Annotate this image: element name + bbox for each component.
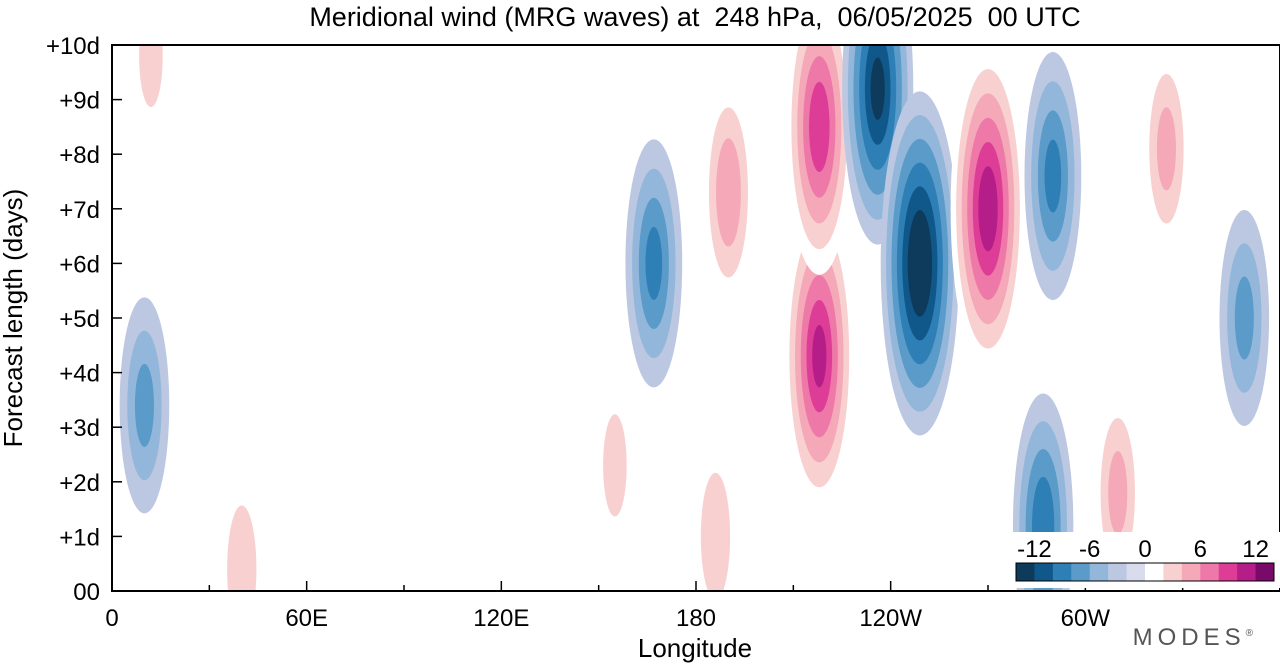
y-tick-label: +5d bbox=[59, 306, 100, 333]
modes-logo: MODES® bbox=[1132, 624, 1258, 651]
wind-anomaly-15 bbox=[1141, 45, 1192, 257]
wind-anomaly-3 bbox=[593, 373, 637, 558]
colorbar-swatch bbox=[1089, 563, 1109, 581]
y-tick-label: +3d bbox=[59, 415, 100, 442]
x-axis: 0 60E 120E 180 120W 60W bbox=[105, 581, 1280, 632]
colorbar-swatch bbox=[1181, 563, 1201, 581]
x-tick-label: 60E bbox=[285, 605, 328, 632]
wind-anomaly-0 bbox=[119, 297, 170, 514]
y-tick-label: +6d bbox=[59, 251, 100, 278]
x-tick-label: 0 bbox=[105, 605, 118, 632]
x-tick-label: 60W bbox=[1061, 605, 1111, 632]
wind-anomaly-7 bbox=[783, 200, 855, 513]
colorbar-swatch bbox=[1200, 563, 1220, 581]
y-tick-label: +7d bbox=[59, 197, 100, 224]
colorbar-tick-label: -12 bbox=[1017, 536, 1052, 563]
wind-anomaly-12 bbox=[1024, 52, 1082, 301]
y-axis-label: Forecast length (days) bbox=[0, 189, 28, 448]
x-tick-label: 120W bbox=[859, 605, 922, 632]
wind-anomaly-8 bbox=[785, 45, 854, 275]
y-tick-label: +9d bbox=[59, 88, 100, 115]
wind-anomaly-2 bbox=[129, 45, 173, 148]
wind-anomaly-10 bbox=[880, 91, 960, 436]
colorbar-swatch bbox=[1052, 563, 1072, 581]
x-tick-label: 180 bbox=[676, 605, 716, 632]
y-tick-label: +8d bbox=[59, 142, 100, 169]
colorbar-tick-label: 0 bbox=[1138, 536, 1151, 563]
colorbar-swatch bbox=[1071, 563, 1091, 581]
colorbar-swatch bbox=[1237, 563, 1257, 581]
colorbar-swatch bbox=[1218, 563, 1238, 581]
y-tick-label: +10d bbox=[46, 33, 100, 60]
colorbar-swatch bbox=[1108, 563, 1128, 581]
y-tick-label: +4d bbox=[59, 361, 100, 388]
colorbar-frame bbox=[1015, 562, 1275, 582]
y-tick-label: 00 bbox=[73, 579, 100, 606]
y-tick-label: +2d bbox=[59, 470, 100, 497]
colorbar-swatch bbox=[1163, 563, 1183, 581]
colorbar-swatch bbox=[1016, 563, 1035, 581]
wind-anomaly-11 bbox=[950, 45, 1026, 373]
colorbar-tick-label: 12 bbox=[1242, 536, 1269, 563]
wind-anomaly-4 bbox=[625, 139, 683, 388]
y-tick-label: +1d bbox=[59, 524, 100, 551]
wind-anomaly-6 bbox=[692, 436, 739, 591]
wind-anomaly-16 bbox=[1219, 210, 1270, 426]
y-axis: 00 +1d +2d +3d +4d +5d +6d +7d +8d +9d +10d bbox=[46, 33, 122, 606]
colorbar-tick-label: 6 bbox=[1194, 536, 1207, 563]
colorbar-tick-label: -6 bbox=[1079, 536, 1100, 563]
colorbar-legend: -12 -6 0 6 12 bbox=[1010, 532, 1280, 588]
x-axis-label: Longitude bbox=[638, 633, 752, 663]
x-tick-label: 120E bbox=[473, 605, 529, 632]
colorbar-swatch bbox=[1126, 563, 1146, 581]
chart-title: Meridional wind (MRG waves) at 248 hPa, … bbox=[309, 2, 1081, 32]
wind-anomaly-5 bbox=[701, 76, 756, 309]
colorbar-swatch bbox=[1034, 563, 1054, 581]
colorbar-swatch bbox=[1145, 563, 1164, 581]
wind-anomaly-1 bbox=[218, 469, 265, 591]
colorbar-swatch bbox=[1255, 563, 1275, 581]
